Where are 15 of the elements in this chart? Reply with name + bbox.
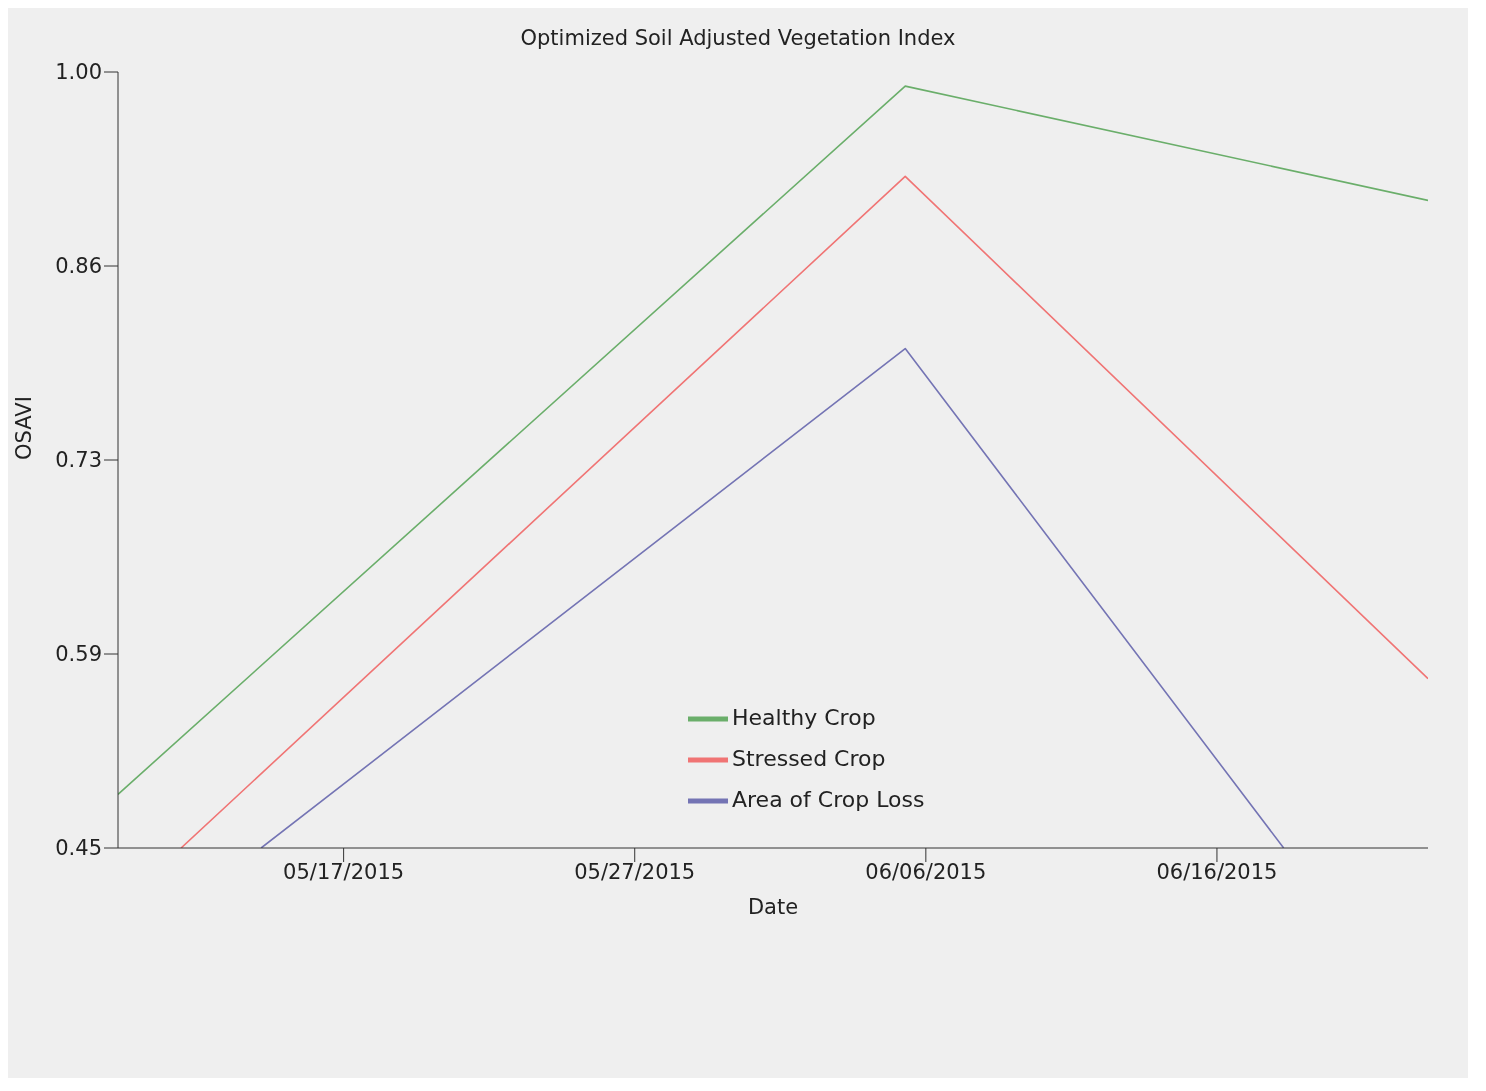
legend-label: Stressed Crop <box>732 746 886 771</box>
legend-label: Healthy Crop <box>732 705 876 730</box>
y-tick-label: 0.73 <box>55 448 102 473</box>
y-tick-label: 0.86 <box>55 254 102 279</box>
x-tick-label: 05/27/2015 <box>574 859 696 884</box>
y-tick-label: 0.59 <box>55 642 102 667</box>
y-axis-title: OSAVI <box>12 396 37 460</box>
y-tick-label: 1.00 <box>55 60 102 85</box>
x-tick-label: 06/06/2015 <box>865 859 987 884</box>
chart-title: Optimized Soil Adjusted Vegetation Index <box>519 26 957 50</box>
x-tick-label: 06/16/2015 <box>1156 859 1278 884</box>
x-tick-label: 05/17/2015 <box>283 859 405 884</box>
y-tick-label: 0.45 <box>55 836 102 861</box>
x-axis-title: Date <box>747 895 799 919</box>
legend-label: Area of Crop Loss <box>732 787 925 812</box>
